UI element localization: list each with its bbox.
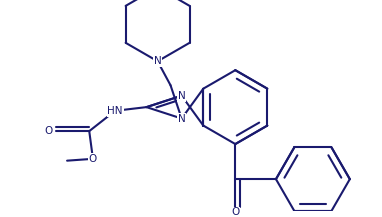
Text: N: N [178, 113, 186, 123]
Text: O: O [89, 154, 97, 164]
Text: N: N [154, 56, 162, 66]
Text: O: O [231, 207, 240, 217]
Text: N: N [178, 91, 186, 101]
Text: HN: HN [107, 106, 123, 116]
Text: O: O [44, 126, 52, 136]
